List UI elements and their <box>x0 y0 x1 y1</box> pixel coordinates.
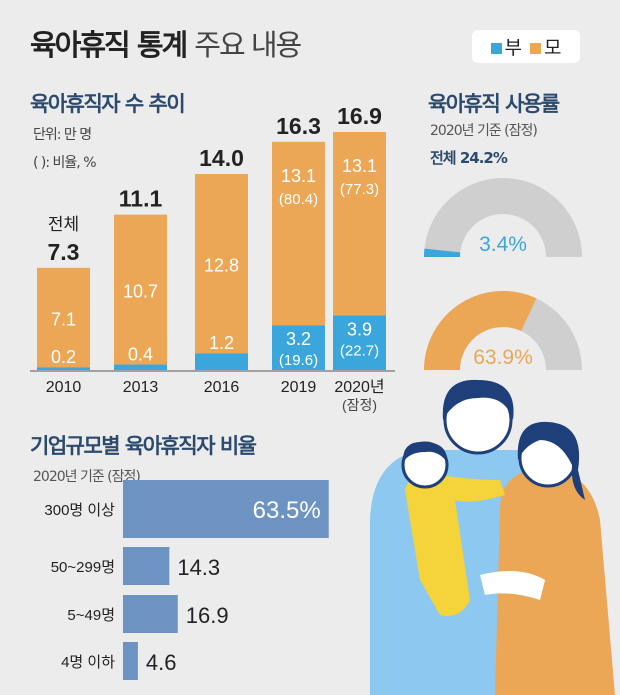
gauge-fill-father <box>424 248 461 257</box>
father-value: 3.2 <box>286 329 311 349</box>
legend-swatch-father <box>490 43 502 54</box>
hbar-category: 4명 이하 <box>61 654 115 671</box>
total-label: 16.3 <box>276 113 321 139</box>
total-caption: 전체 <box>48 215 79 234</box>
hbar-value: 4.6 <box>146 650 177 675</box>
year-label: 2020년 <box>334 378 384 396</box>
year-label: 2013 <box>123 379 159 396</box>
gauge-value: 3.4% <box>479 233 527 256</box>
father-value: 3.9 <box>347 319 372 339</box>
year-label: 2016 <box>204 379 240 396</box>
usage-total: 전체 24.2% <box>430 149 508 167</box>
usage-title: 육아휴직 사용률 <box>428 92 560 116</box>
hbar-category: 300명 이상 <box>44 502 115 519</box>
mother-ratio: (80.4) <box>279 191 318 208</box>
size-note: 2020년 기준 (잠정) <box>33 469 141 485</box>
bar-father <box>272 325 325 370</box>
bar-mother <box>195 174 248 354</box>
year-label: 2010 <box>46 379 82 396</box>
hbar <box>123 547 170 585</box>
bar-father <box>195 353 248 370</box>
mother-value: 13.1 <box>281 166 316 186</box>
mother-value: 13.1 <box>342 156 377 176</box>
bar-mother <box>37 267 90 368</box>
bar-mother <box>333 132 386 316</box>
mother-ratio: (77.3) <box>340 181 379 198</box>
legend-swatch-mother <box>530 43 541 54</box>
year-note: (잠정) <box>342 397 377 413</box>
legend-item-father: 부 <box>490 33 522 60</box>
total-label: 11.1 <box>119 186 163 212</box>
hbar-value: 63.5% <box>253 497 321 524</box>
father-value: 0.4 <box>128 344 153 364</box>
unit-note: 단위: 만 명 <box>33 127 92 143</box>
hbar-category: 5~49명 <box>67 607 115 624</box>
bar-mother <box>272 141 325 326</box>
gauge-fill-mother <box>424 291 537 370</box>
usage-note: 2020년 기준 (잠정) <box>430 123 538 139</box>
title-light: 주요 내용 <box>194 28 302 62</box>
mother-value: 7.1 <box>51 310 76 330</box>
total-label: 14.0 <box>199 145 244 171</box>
bar-father <box>37 367 90 370</box>
total-label: 16.9 <box>337 103 382 129</box>
mother-value: 12.8 <box>204 256 239 276</box>
size-title: 기업규모별 육아휴직자 비율 <box>30 434 257 458</box>
father-value: 0.2 <box>51 347 76 367</box>
hbar-category: 50~299명 <box>51 559 115 576</box>
hbar-value: 16.9 <box>186 603 229 628</box>
gauge-track <box>424 178 582 257</box>
legend: 부 모 <box>472 30 580 63</box>
hbar <box>123 480 329 538</box>
page-title: 육아휴직 통계 주요 내용 <box>30 22 302 64</box>
legend-label: 부 <box>504 37 522 59</box>
total-label: 7.3 <box>48 239 80 265</box>
title-bold: 육아휴직 통계 <box>30 28 188 62</box>
bar-mother <box>114 214 167 365</box>
gauge-value: 63.9% <box>473 346 533 369</box>
bar-father <box>333 315 386 370</box>
father-ratio: (19.6) <box>279 352 318 369</box>
bar-father <box>114 364 167 370</box>
mother-value: 10.7 <box>123 282 158 302</box>
ratio-note: ( ): 비율, % <box>33 155 97 171</box>
father-value: 1.2 <box>209 333 234 353</box>
hbar <box>123 595 178 633</box>
hbar <box>123 642 138 680</box>
father-ratio: (22.7) <box>340 342 379 359</box>
legend-label: 모 <box>544 37 562 59</box>
legend-item-mother: 모 <box>530 33 561 60</box>
year-label: 2019 <box>281 379 317 396</box>
family-illustration <box>370 379 615 695</box>
hbar-value: 14.3 <box>177 555 220 580</box>
trend-title: 육아휴직자 수 추이 <box>30 92 186 116</box>
